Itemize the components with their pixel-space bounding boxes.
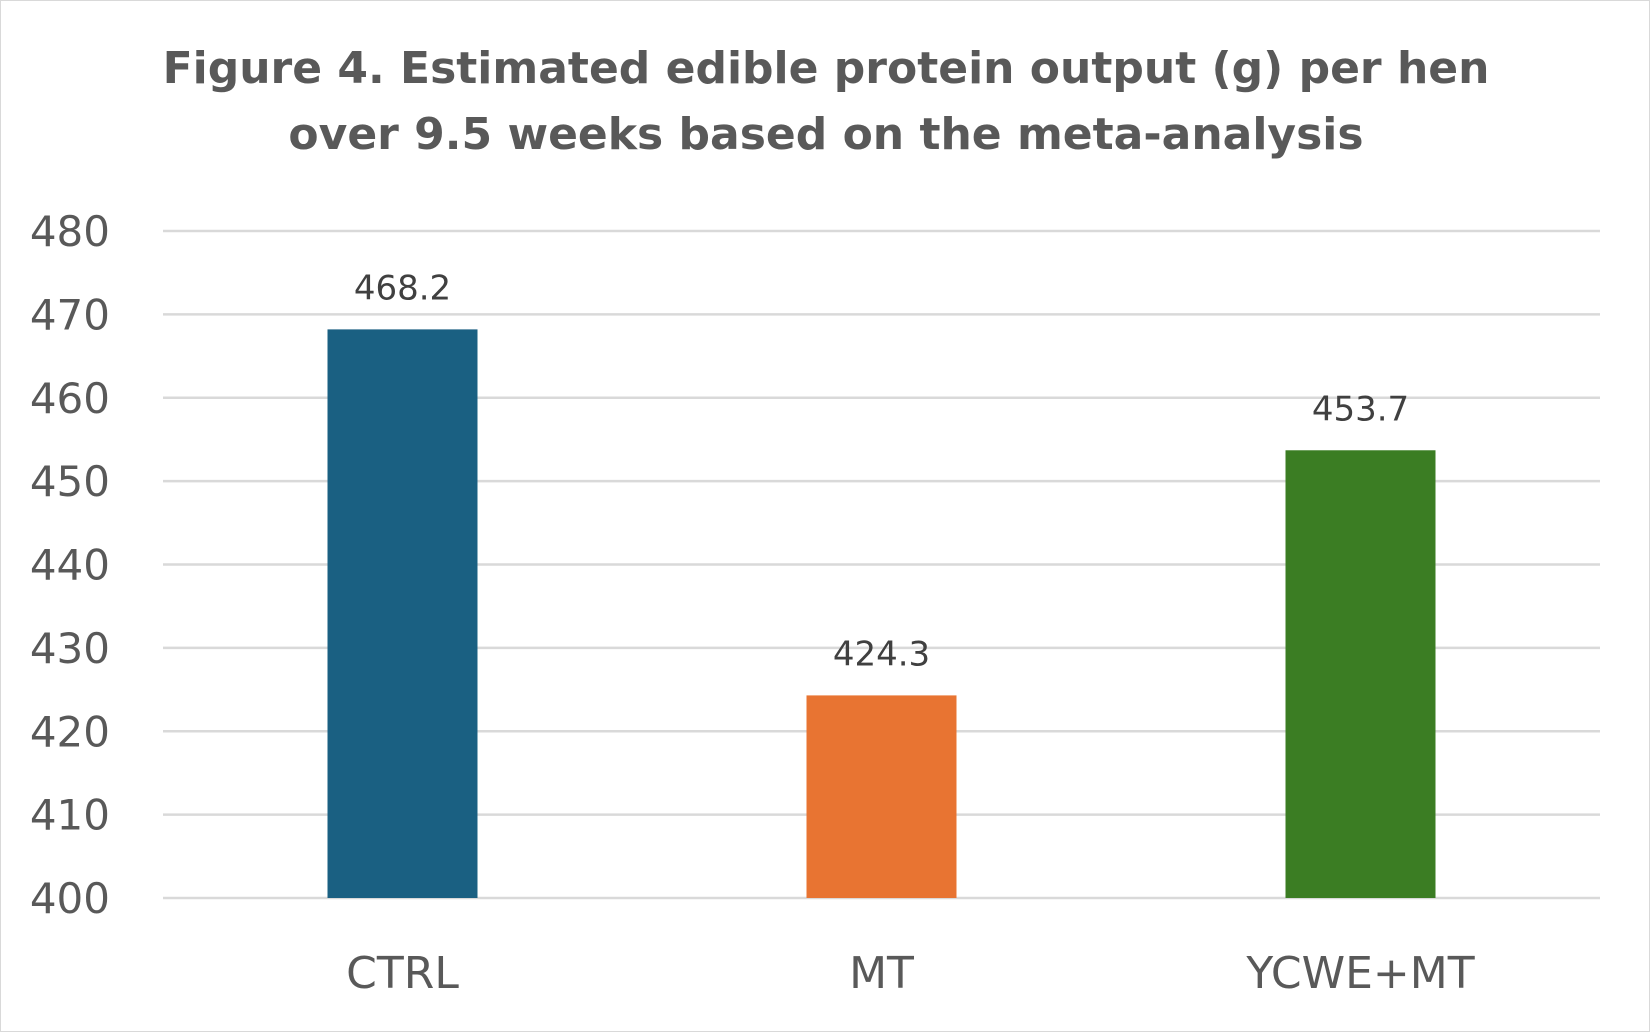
bar-ycwe-mt xyxy=(1285,450,1436,898)
y-axis-tick-labels: 400 410 420 430 440 450 460 470 480 xyxy=(30,207,110,923)
x-category-label: YCWE+MT xyxy=(1245,948,1474,999)
chart-title-line-1: Figure 4. Estimated edible protein outpu… xyxy=(162,43,1490,94)
data-label: 453.7 xyxy=(1312,389,1409,429)
chart-title: Figure 4. Estimated edible protein outpu… xyxy=(0,36,1652,168)
y-tick-label: 430 xyxy=(30,624,110,673)
y-tick-label: 420 xyxy=(30,707,110,756)
y-tick-label: 450 xyxy=(30,457,110,506)
x-axis-category-labels: CTRL MT YCWE+MT xyxy=(346,948,1475,999)
data-labels: 468.2 424.3 453.7 xyxy=(354,268,1409,674)
bars xyxy=(327,329,1436,898)
y-tick-label: 480 xyxy=(30,207,110,256)
bar-mt xyxy=(806,695,957,898)
y-tick-label: 460 xyxy=(30,374,110,423)
data-label: 468.2 xyxy=(354,268,451,308)
data-label: 424.3 xyxy=(833,634,930,674)
bar-ctrl xyxy=(327,329,478,898)
y-tick-label: 400 xyxy=(30,874,110,923)
chart-title-line-2: over 9.5 weeks based on the meta-analysi… xyxy=(288,109,1364,160)
y-tick-label: 410 xyxy=(30,791,110,840)
y-tick-label: 440 xyxy=(30,541,110,590)
x-category-label: MT xyxy=(849,948,914,999)
x-category-label: CTRL xyxy=(346,948,459,999)
y-tick-label: 470 xyxy=(30,290,110,339)
